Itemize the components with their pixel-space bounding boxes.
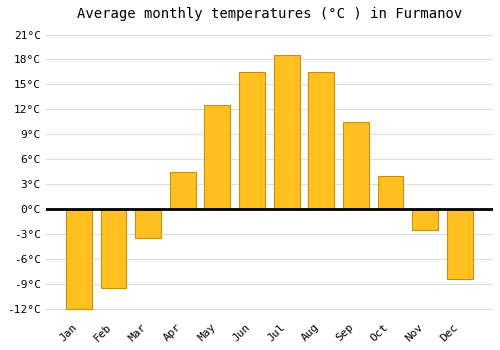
Title: Average monthly temperatures (°C ) in Furmanov: Average monthly temperatures (°C ) in Fu…: [76, 7, 462, 21]
Bar: [239, 72, 265, 209]
Bar: [204, 105, 231, 209]
Bar: [412, 209, 438, 230]
Bar: [446, 209, 472, 279]
Bar: [135, 209, 161, 238]
Bar: [308, 72, 334, 209]
Bar: [343, 122, 369, 209]
Bar: [170, 172, 196, 209]
Bar: [100, 209, 126, 288]
Bar: [66, 209, 92, 308]
Bar: [378, 176, 404, 209]
Bar: [274, 55, 299, 209]
